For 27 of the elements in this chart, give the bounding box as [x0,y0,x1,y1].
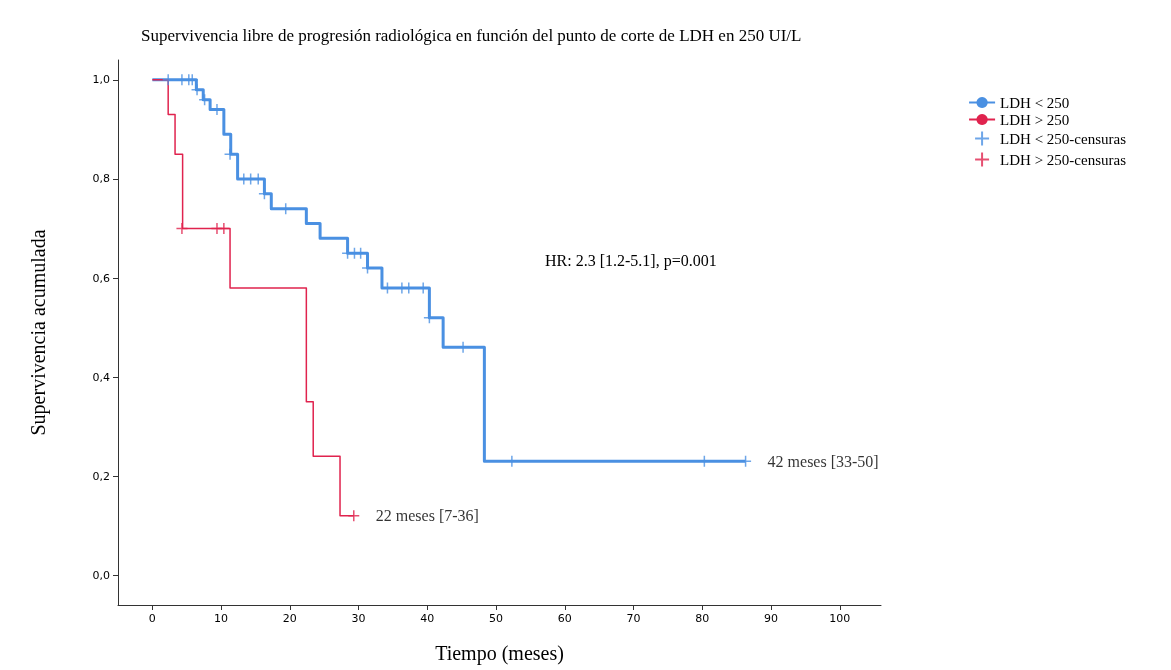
legend-label: LDH < 250-censuras [1000,130,1127,147]
x-tick-label: 40 [420,612,435,625]
x-tick-label: 60 [557,612,572,625]
legend-label: LDH > 250-censuras [1000,151,1127,168]
x-tick-label: 70 [626,612,641,625]
x-tick-label: 90 [764,612,779,625]
x-tick-label: 0 [148,612,156,625]
y-tick-label: 1,0 [92,73,110,87]
y-tick-label: 0,6 [92,271,110,285]
annotation: HR: 2.3 [1.2-5.1], p=0.001 [545,251,717,270]
x-tick-label: 80 [695,612,710,625]
x-tick-label: 30 [351,612,366,625]
legend-label: LDH > 250 [1000,111,1070,128]
chart-title: Supervivencia libre de progresión radiológica en función del punto de corte de LDH en 250 UI/L [141,26,802,45]
x-axis-title: Tiempo (meses) [435,642,564,665]
x-tick-label: 100 [829,612,851,625]
y-axis-title: Supervivencia acumulada [27,229,50,436]
y-tick-label: 0,2 [92,469,110,483]
x-tick-label: 10 [214,612,229,625]
annotation: 22 meses [7-36] [375,507,479,525]
y-tick-label: 0,8 [92,172,110,186]
x-tick-label: 20 [282,612,297,625]
x-tick-label: 50 [489,612,504,625]
legend-label: LDH < 250 [1000,94,1070,111]
y-tick-label: 0,0 [92,568,110,582]
y-tick-label: 0,4 [92,370,110,384]
annotation: 42 meses [33-50] [767,452,879,470]
